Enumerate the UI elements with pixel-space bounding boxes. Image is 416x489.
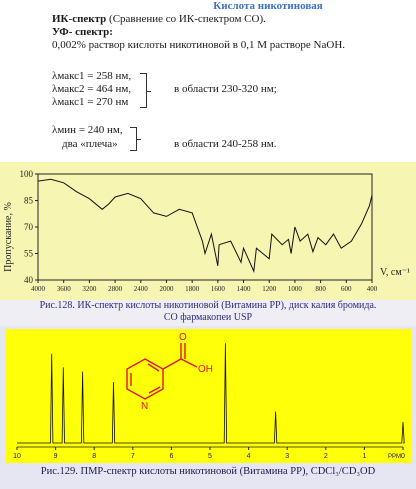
ir-xtick-label: 1200 bbox=[262, 285, 277, 293]
ir-ytick-label: 100 bbox=[20, 169, 34, 179]
nmr-unit-label: PPM bbox=[388, 454, 401, 460]
lmax-3: λмакс1 = 270 нм bbox=[52, 96, 129, 108]
oxygen-label: O bbox=[179, 332, 187, 343]
nmr-xtick-label: 8 bbox=[92, 453, 96, 460]
nmr-xtick-label: 9 bbox=[54, 453, 58, 460]
ir-ytick-label: 55 bbox=[24, 249, 34, 259]
ir-xtick-label: 600 bbox=[341, 285, 352, 293]
lmin-2: два «плеча» bbox=[62, 138, 118, 150]
nmr-spectrum-line bbox=[17, 343, 405, 444]
nicotinic-acid-structure bbox=[126, 343, 198, 400]
nitrogen-label: N bbox=[141, 401, 148, 412]
ir-xtick-label: 2800 bbox=[108, 285, 123, 293]
ir-chart-panel: 100 85 70 55 40 4000 3600 3200 2800 2400 2000 1800 1… bbox=[0, 162, 416, 300]
lmax-region: в области 230-320 нм; bbox=[174, 83, 277, 95]
uv-solution: 0,002% раствор кислоты никотиновой в 0,1… bbox=[52, 39, 346, 51]
uv-label: УФ- спектр: bbox=[52, 26, 113, 38]
ir-ytick-label: 85 bbox=[24, 196, 34, 206]
ir-caption: Рис.128. ИК-спектр кислоты никотиновой (… bbox=[0, 300, 416, 326]
ir-caption-line2: СО фармакопеи USP bbox=[163, 312, 253, 323]
ir-ytick-label: 40 bbox=[24, 275, 34, 285]
ir-text: (Сравнение со ИК-спектром СО). bbox=[106, 13, 266, 25]
nmr-xtick-label: 6 bbox=[169, 453, 173, 460]
nmr-xtick-label: 2 bbox=[324, 453, 328, 460]
nmr-chart-panel: O OH N 10 9 8 7 6 5 4 3 2 1 0 PPM bbox=[5, 329, 411, 463]
ir-xtick-label: 800 bbox=[315, 285, 326, 293]
nmr-xtick-label: 7 bbox=[131, 453, 135, 460]
ir-plot-frame bbox=[37, 173, 373, 281]
lmax-1: λмакс1 = 258 нм, bbox=[52, 70, 132, 82]
ir-caption-line1: Рис.128. ИК-спектр кислоты никотиновой (… bbox=[39, 300, 377, 311]
ring-double-bond-3 bbox=[147, 363, 160, 372]
lmin-brace bbox=[130, 127, 141, 151]
nmr-xtick-label: 0 bbox=[401, 453, 405, 460]
nmr-xtick-label: 3 bbox=[285, 453, 289, 460]
c-c-bond bbox=[162, 358, 182, 370]
ir-ylabel: Пропускание, % bbox=[3, 202, 14, 272]
ir-xtick-label: 1400 bbox=[237, 285, 252, 293]
ir-xtick-label: 2000 bbox=[159, 285, 174, 293]
ir-ytick-label: 70 bbox=[24, 222, 34, 232]
nmr-xtick-label: 1 bbox=[362, 453, 366, 460]
ir-xtick-label: 400 bbox=[367, 285, 378, 293]
lmax-2: λмакс2 = 464 нм, bbox=[52, 83, 132, 95]
ir-line: ИК-спектр (Сравнение со ИК-спектром СО). bbox=[52, 13, 266, 25]
nmr-caption: Рис.129. ПМР-спектр кислоты никотиновой … bbox=[40, 466, 376, 477]
ir-xtick-label: 4000 bbox=[31, 285, 46, 293]
ring-double-bond-1 bbox=[148, 386, 161, 394]
ir-xtick-label: 1000 bbox=[288, 285, 303, 293]
pyridine-ring bbox=[126, 358, 164, 400]
lmin-region: в области 240-258 нм. bbox=[174, 138, 277, 150]
nmr-xtick-label: 10 bbox=[13, 453, 21, 460]
c-oh-bond bbox=[180, 358, 198, 368]
ir-xtick-label: 1600 bbox=[211, 285, 226, 293]
lmin-1: λмин = 240 нм, bbox=[52, 124, 123, 136]
ir-xtick-label: 3600 bbox=[57, 285, 72, 293]
ir-xtick-label: 2400 bbox=[134, 285, 149, 293]
ir-spectrum-line bbox=[37, 178, 373, 274]
ir-xlabel: V, см⁻¹ bbox=[380, 267, 410, 278]
ir-xtick-label: 1800 bbox=[185, 285, 200, 293]
ir-xtick-label: 3200 bbox=[82, 285, 97, 293]
hydroxyl-label: OH bbox=[198, 364, 213, 375]
nmr-xtick-label: 4 bbox=[247, 453, 251, 460]
ir-label: ИК-спектр bbox=[52, 13, 107, 25]
nmr-xtick-label: 5 bbox=[208, 453, 212, 460]
lmax-brace bbox=[140, 73, 151, 108]
page-title: Кислота никотиновая bbox=[213, 0, 323, 12]
